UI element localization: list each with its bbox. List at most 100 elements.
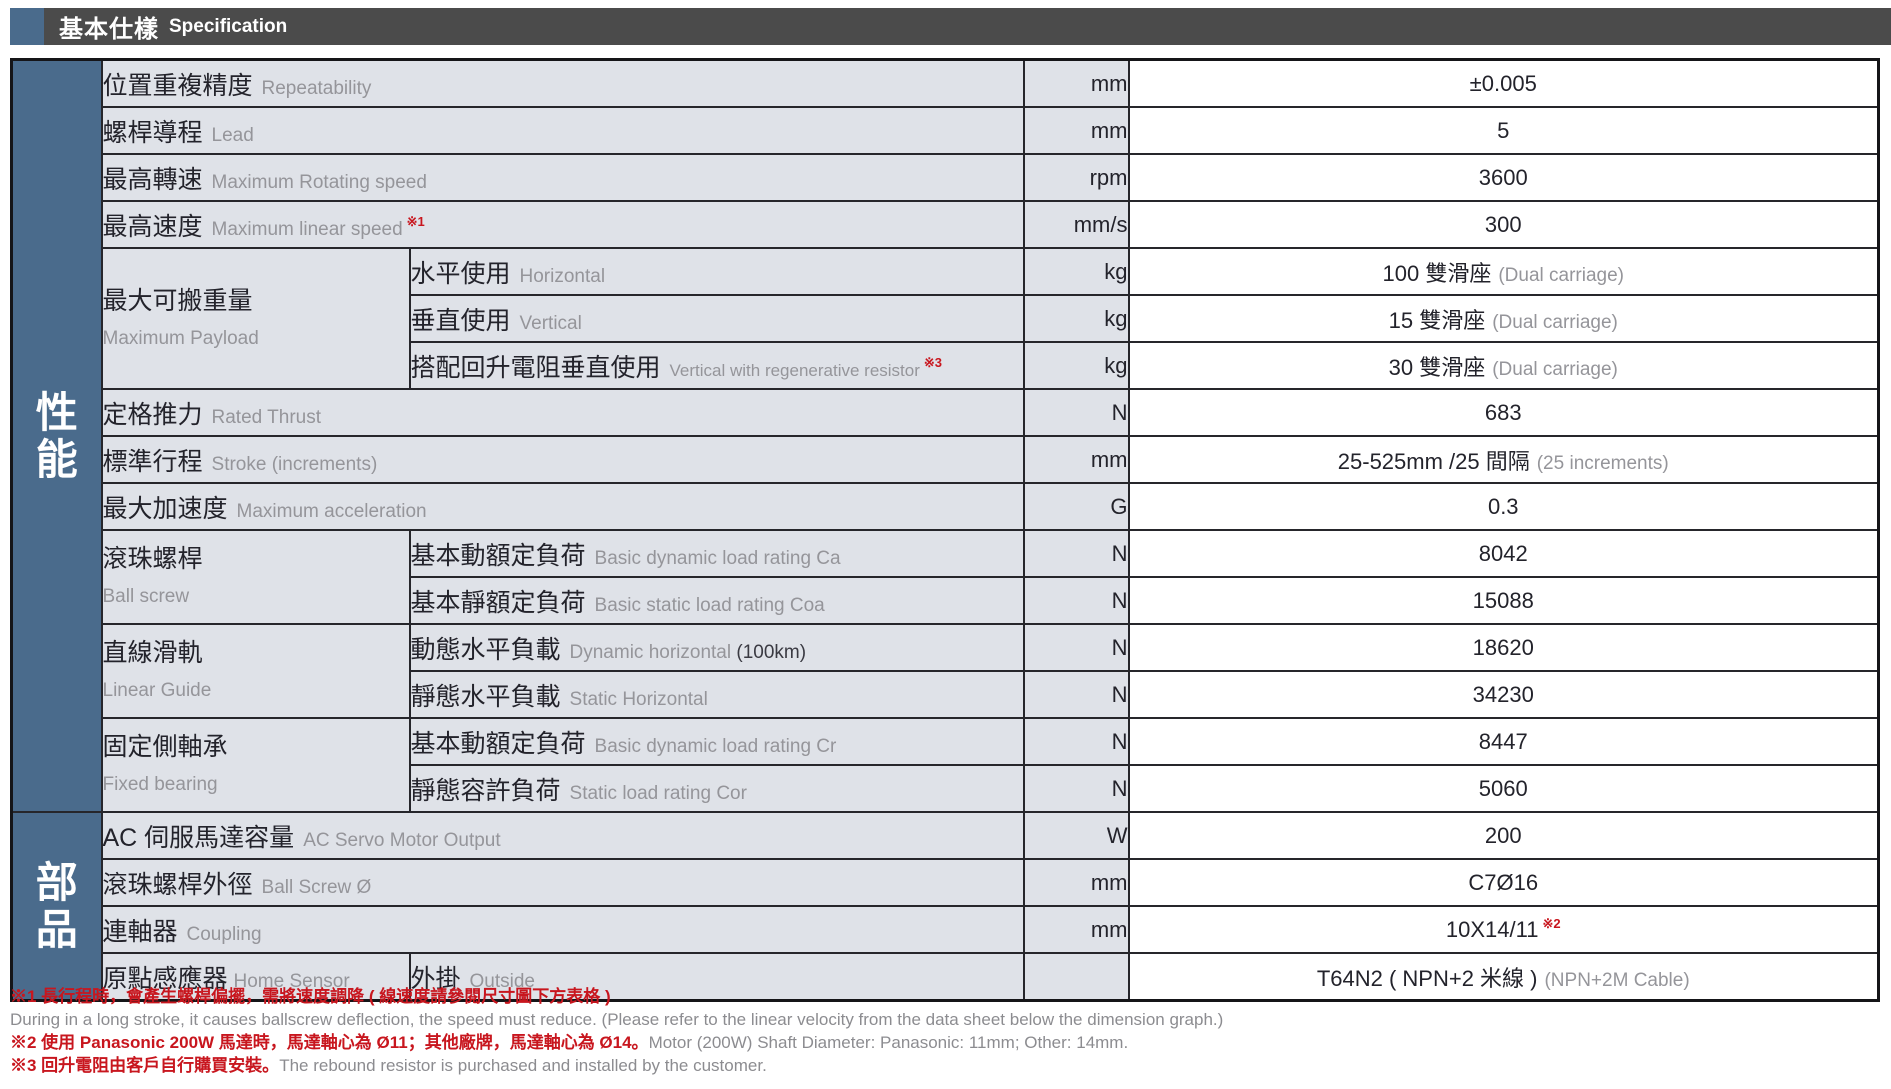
unit-cell: kg [1022,247,1130,296]
group-label-en: Linear Guide [102,680,212,701]
value-text: 15088 [1472,587,1534,613]
footnote-gray-text: The rebound resistor is purchased and in… [279,1056,767,1075]
row-label-cell: 連軸器 Coupling [100,905,1025,954]
row-label-en: Maximum Rotating speed [211,171,427,193]
row-label-cell: 螺桿導程 Lead [100,106,1025,155]
group-label-zh: 固定側軸承 [102,733,228,761]
row-label-cell: 定格推力 Rated Thrust [100,388,1025,437]
value-cell: 18620 [1127,623,1880,672]
table-row: 連軸器 Coupling mm 10X14/11 ※2 [12,905,1880,954]
sub-label-cell: 動態水平負載 Dynamic horizontal (100km) [408,623,1025,672]
row-label-zh: 靜態容許負荷 [410,776,561,805]
value-note: (Dual carriage) [1492,358,1618,380]
row-label-zh: 螺桿導程 [102,118,203,147]
value-text: 30 雙滑座 [1388,354,1486,380]
row-label-en: Vertical [519,312,582,334]
value-cell: T64N2 ( NPN+2 米線 ) (NPN+2M Cable) [1127,952,1880,1002]
row-label-zh: 最高轉速 [102,165,203,194]
row-label-zh: 外掛 [410,964,461,993]
table-row: 搭配回升電阻垂直使用 Vertical with regenerative res… [12,341,1880,390]
value-cell: 100 雙滑座 (Dual carriage) [1127,247,1880,296]
sidebar-label-performance: 性能 [35,388,78,483]
unit-cell: N [1022,623,1130,672]
table-row: 最高速度 Maximum linear speed ※1 mm/s 300 [12,200,1880,249]
sub-label-cell: 靜態水平負載 Static Horizontal [408,670,1025,719]
value-text: 8447 [1478,728,1528,754]
sub-label-cell: 水平使用 Horizontal [408,247,1025,296]
table-row: 最大加速度 Maximum acceleration G 0.3 [12,482,1880,531]
footnote-marker: ※3 [923,354,943,370]
footnote-gray-text: During in a long stroke, it causes balls… [10,1010,1224,1029]
row-label-zh: AC 伺服馬達容量 [102,823,295,852]
row-label-en: AC Servo Motor Output [303,829,501,851]
value-note: (25 increments) [1536,452,1669,474]
row-label-zh: 基本動額定負荷 [410,541,586,570]
value-text: 5 [1497,117,1510,143]
value-cell: 34230 [1127,670,1880,719]
value-cell: 15088 [1127,576,1880,625]
row-label-en: Maximum acceleration [236,500,427,522]
group-label-zh: 最大可搬重量 [102,286,253,315]
group-label-en: Fixed bearing [102,774,218,795]
footnote-marker: ※1 [406,213,425,229]
row-label-zh: 標準行程 [102,447,203,476]
row-label-en: Stroke (increments) [211,453,378,475]
sub-label-cell: 基本動額定負荷 Basic dynamic load rating Cr [408,717,1025,766]
unit-cell: mm [1022,905,1130,954]
value-note: (Dual carriage) [1492,311,1618,333]
unit-cell: mm [1022,435,1130,484]
table-row: 部品 AC 伺服馬達容量 AC Servo Motor Output W 200 [10,811,1880,1002]
section-header: 基本仕樣 Specification [0,8,1891,45]
page-title-en: Specification [169,15,288,37]
footnote-red-text: ※1 長行程時，會產生螺桿偏擺，需將速度調降 ( 線速度請參閱尺寸圖下方表格 ) [10,987,611,1006]
row-label-en: Basic dynamic load rating Cr [594,735,837,757]
value-cell: 0.3 [1127,482,1880,531]
footnote-red-text: ※2 使用 Panasonic 200W 馬達時，馬達軸心為 Ø11；其他廠牌，… [10,1033,649,1052]
row-label-zh: 垂直使用 [410,306,511,335]
value-cell: 8042 [1127,529,1880,578]
group-label-cell: 固定側軸承 Fixed bearing [100,717,411,813]
row-label-en: Static load rating Cor [569,782,747,804]
row-label-cell: 標準行程 Stroke (increments) [100,435,1025,484]
value-text: 10X14/11 [1445,917,1539,942]
unit-cell: G [1022,482,1130,531]
group-label-cell: 直線滑軌 Linear Guide [100,623,411,719]
value-text: 15 雙滑座 [1388,307,1486,333]
row-label-zh: 靜態水平負載 [410,682,561,711]
value-cell: 5060 [1127,764,1880,813]
group-label-zh: 原點感應器 [102,964,228,993]
row-label-en: Repeatability [261,77,372,99]
sub-label-cell: 垂直使用 Vertical [408,294,1025,343]
value-note: (NPN+2M Cable) [1544,969,1690,991]
unit-cell: kg [1022,341,1130,390]
footnote-gray-text: Motor (200W) Shaft Diameter: Panasonic: … [648,1033,1129,1052]
group-label-cell: 最大可搬重量 Maximum Payload [100,247,411,390]
unit-cell: mm/s [1022,200,1130,249]
row-label-en: Coupling [186,923,262,945]
unit-cell: N [1022,388,1130,437]
value-text: 0.3 [1487,493,1519,519]
row-label-en: Static Horizontal [569,688,708,710]
table-row: 螺桿導程 Lead mm 5 [12,106,1880,155]
sidebar-label-parts: 部品 [35,858,78,953]
unit-cell: N [1022,529,1130,578]
row-label-zh: 基本動額定負荷 [410,729,586,758]
row-label-zh: 滾珠螺桿外徑 [102,870,253,899]
table-row: 滾珠螺桿 Ball screw 基本動額定負荷 Basic dynamic loa… [12,529,1880,625]
value-text: T64N2 ( NPN+2 米線 ) [1316,965,1538,991]
unit-cell: W [1022,811,1130,860]
unit-cell: N [1022,764,1130,813]
value-note: (Dual carriage) [1498,264,1624,286]
unit-cell: N [1022,576,1130,625]
table-row: 定格推力 Rated Thrust N 683 [12,388,1880,437]
sidebar-section-parts: 部品 [10,811,103,1002]
value-text: 200 [1484,822,1522,848]
value-text: 300 [1484,211,1522,237]
value-cell: 8447 [1127,717,1880,766]
value-text: 3600 [1478,164,1528,190]
table-row: 靜態容許負荷 Static load rating Cor N 5060 [12,764,1880,813]
value-cell: 3600 [1127,153,1880,202]
value-cell: 200 [1127,811,1880,860]
group-label-zh: 滾珠螺桿 [102,545,203,573]
